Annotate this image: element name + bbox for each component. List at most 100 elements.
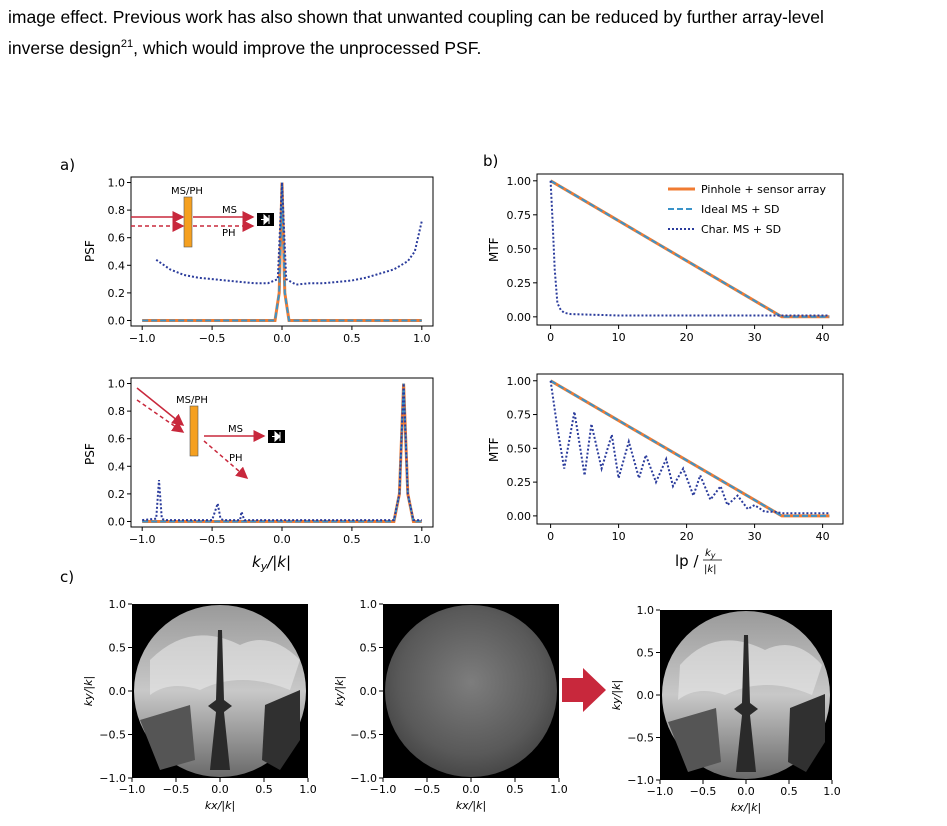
x-tick-label: −1.0 — [647, 785, 674, 798]
y-tick-label: 1.0 — [108, 177, 126, 190]
y-tick-label: 0.5 — [360, 642, 378, 655]
y-tick-label: 0.4 — [108, 460, 126, 473]
legend-ideal: Ideal MS + SD — [701, 203, 779, 216]
x-tick-label: −1.0 — [370, 783, 397, 796]
x-tick-label: 0.5 — [255, 783, 273, 796]
y-tick-label: 0.6 — [108, 232, 126, 245]
paragraph-line-1: image effect. Previous work has also sho… — [8, 7, 824, 27]
x-tick-label: 30 — [748, 530, 762, 543]
series-char-line — [155, 182, 423, 286]
x-tick-label: 0.0 — [273, 332, 291, 345]
inset-top-element — [183, 196, 193, 248]
series-ideal-line — [142, 383, 422, 523]
x-tick-label: −0.5 — [163, 783, 190, 796]
y-tick-label: −0.5 — [99, 729, 126, 742]
y-tick-label: 0.00 — [507, 510, 532, 523]
inset-bottom-element — [189, 405, 199, 457]
y-tick-label: −0.5 — [627, 732, 654, 745]
y-tick-label: 0.5 — [109, 642, 127, 655]
y-tick-label: 0.0 — [108, 314, 126, 327]
inset-bottom-ms: MS — [228, 424, 243, 435]
x-tick-label: 10 — [612, 530, 626, 543]
y-tick-label: 0.2 — [108, 488, 126, 501]
y-tick-label: 0.0 — [109, 685, 127, 698]
panel-b-label: b) — [483, 152, 498, 170]
inset-bottom-ph: PH — [229, 453, 243, 464]
a-bottom-xlabel: ky/|k| — [252, 553, 291, 573]
image-2 — [383, 604, 559, 778]
image-xlabel: kx/|k| — [456, 799, 486, 812]
series-pinhole-line — [549, 179, 830, 319]
svg-text:|k|: |k| — [704, 564, 717, 575]
image-xlabel: kx/|k| — [205, 799, 235, 812]
x-tick-label: 0.5 — [506, 783, 524, 796]
x-tick-label: −0.5 — [690, 785, 717, 798]
x-tick-label: −1.0 — [129, 533, 156, 546]
chart-a-top-marks — [142, 182, 423, 322]
svg-text:ky: ky — [705, 548, 716, 560]
x-tick-label: −1.0 — [119, 783, 146, 796]
series-ideal-line — [550, 179, 830, 318]
series-pinhole-line — [549, 379, 830, 518]
y-tick-label: 0.5 — [637, 647, 655, 660]
x-tick-label: 0.5 — [343, 332, 361, 345]
y-tick-label: 0.6 — [108, 433, 126, 446]
x-tick-label: −0.5 — [199, 533, 226, 546]
inset-top: MS/PH MS PH — [131, 186, 274, 248]
chart-a-bottom: −1.0 −0.5 0.0 0.5 1.00.00.20.40.60.81.0 PSF … — [83, 377, 434, 573]
series-char-line — [549, 180, 830, 317]
y-tick-label: 0.25 — [507, 277, 532, 290]
image-3-axes: −1.0−1.0 −0.5 −0.5 0.0 0.0 0.5 0.5 1.0 1.0 kx/|k|… — [610, 604, 841, 814]
y-tick-label: 0.0 — [637, 689, 655, 702]
legend-char: Char. MS + SD — [701, 223, 781, 236]
tower — [208, 630, 232, 770]
x-tick-label: 40 — [816, 530, 830, 543]
y-tick-label: 0.4 — [108, 259, 126, 272]
x-tick-label: 30 — [748, 331, 762, 344]
inset-top-msph: MS/PH — [171, 186, 203, 197]
a-bottom-ylabel: PSF — [83, 443, 97, 465]
image-2-axes: −1.0−1.0 −0.5 −0.5 0.0 0.0 0.5 0.5 1.0 1.0 kx/|k|… — [333, 598, 568, 812]
x-tick-label: 0 — [547, 331, 554, 344]
y-tick-label: 1.0 — [637, 604, 655, 617]
series-ideal-line — [142, 182, 422, 322]
y-tick-label: 0.50 — [507, 442, 532, 455]
series-ideal-line — [550, 379, 830, 517]
line2-post: , which would improve the unprocessed PS… — [133, 37, 482, 58]
chart-b-bottom: 0 10 20 30 40 0.00 0.25 0.50 0.75 1.00 MTF lp / k… — [487, 373, 844, 575]
chart-b-top: 0 10 20 30 40 0.00 0.25 0.50 0.75 1.00 MTF Pinhol… — [487, 173, 844, 344]
x-tick-label: −0.5 — [414, 783, 441, 796]
detector-icon — [268, 430, 285, 443]
x-tick-label: 0.0 — [273, 533, 291, 546]
x-tick-label: 1.0 — [823, 785, 841, 798]
inset-bottom-msph: MS/PH — [176, 395, 208, 406]
x-tick-label: 0.0 — [211, 783, 229, 796]
y-tick-label: 0.2 — [108, 287, 126, 300]
line2-pre: inverse design — [8, 37, 121, 58]
legend-pinhole: Pinhole + sensor array — [701, 183, 826, 196]
inset-top-ms: MS — [222, 205, 237, 216]
chart-a-bottom-ticks: −1.0 −0.5 0.0 0.5 1.0 0.0 0.2 0.4 0.6 0.8 1.0 — [108, 378, 431, 546]
y-tick-label: 1.0 — [360, 598, 378, 611]
y-tick-label: −1.0 — [99, 772, 126, 785]
panel-c-label: c) — [60, 568, 74, 586]
x-tick-label: 0.0 — [462, 783, 480, 796]
x-tick-label: 0.5 — [780, 785, 798, 798]
svg-text:lp /: lp / — [675, 552, 699, 570]
y-tick-label: 0.0 — [108, 515, 126, 528]
x-tick-label: 1.0 — [413, 533, 431, 546]
b-bottom-ylabel: MTF — [487, 437, 501, 462]
series-char-line — [549, 380, 830, 515]
arrow-right-icon — [562, 668, 606, 712]
building-right — [262, 690, 300, 770]
x-tick-label: 40 — [816, 331, 830, 344]
y-tick-label: −0.5 — [350, 729, 377, 742]
paragraph-line-2: inverse design21, which would improve th… — [8, 31, 943, 62]
inset-bottom: MS/PH MS PH — [136, 387, 285, 479]
citation-sup: 21 — [120, 38, 134, 50]
x-tick-label: 0.0 — [737, 785, 755, 798]
a-top-ylabel: PSF — [83, 240, 97, 262]
image-1 — [132, 604, 308, 778]
cloud-shape — [150, 635, 300, 695]
